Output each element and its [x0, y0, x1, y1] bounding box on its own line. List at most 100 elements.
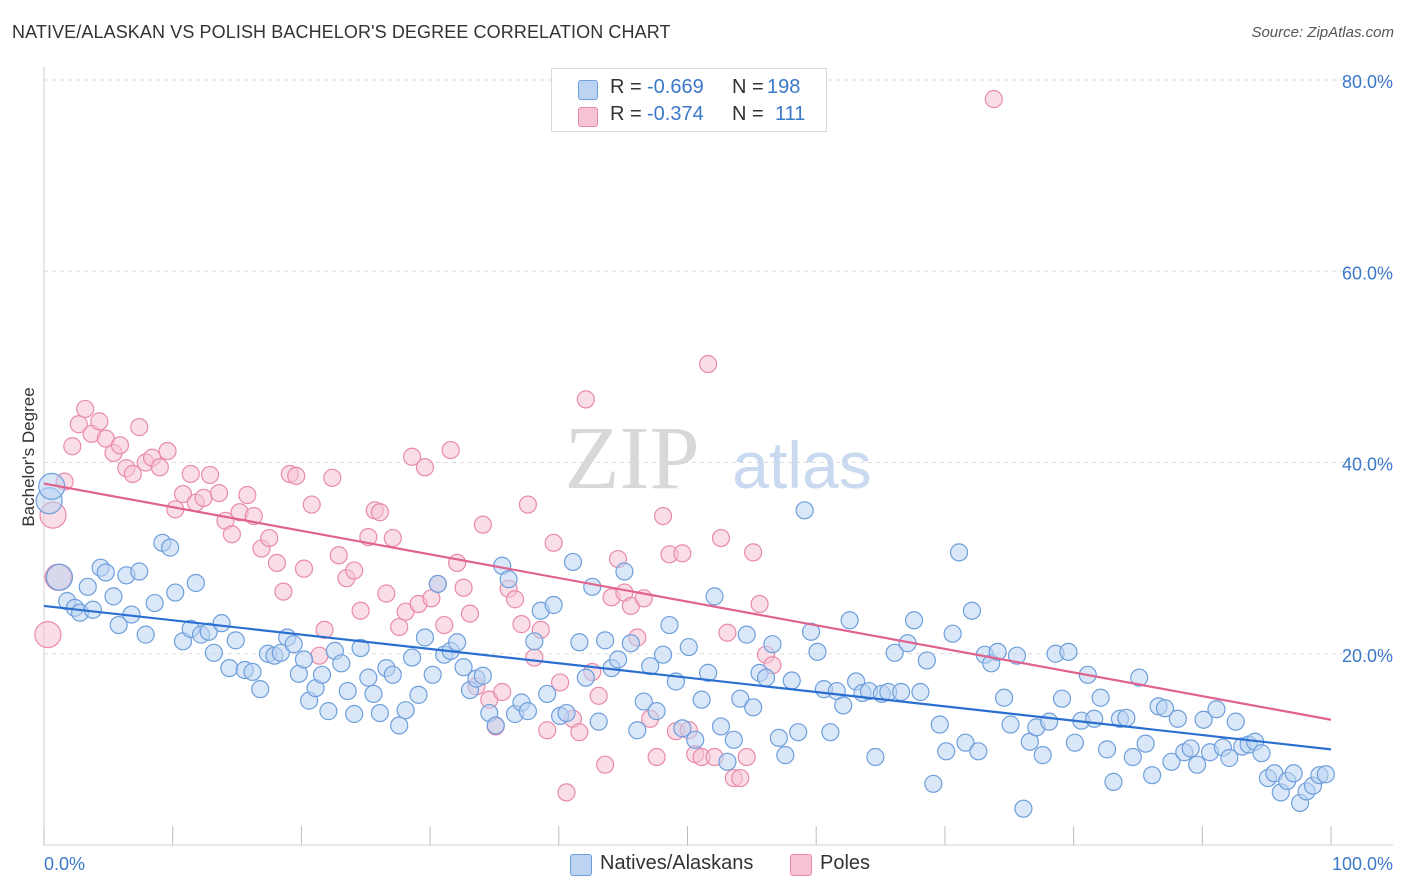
poles-point	[181, 464, 200, 484]
natives-point	[166, 583, 185, 602]
natives-point	[518, 702, 538, 721]
natives-point	[763, 635, 782, 654]
natives-point	[917, 651, 936, 670]
natives-point	[345, 704, 364, 724]
natives-point	[409, 685, 428, 704]
poles-point	[69, 415, 88, 434]
natives-point	[1007, 646, 1027, 665]
natives-point	[1226, 712, 1245, 731]
poles-point	[260, 528, 279, 548]
y-tick-label: 80.0%	[1342, 72, 1393, 92]
legend-swatch-poles	[578, 107, 598, 127]
legend-r-label: R =	[610, 103, 642, 125]
natives-point	[1168, 709, 1187, 728]
legend-r-label: R =	[610, 76, 642, 98]
poles-point	[130, 418, 149, 437]
poles-point	[454, 578, 473, 597]
natives-point	[145, 593, 164, 613]
y-tick-label: 20.0%	[1342, 646, 1393, 666]
poles-point	[441, 440, 460, 460]
x-tick-label-min: 0.0%	[44, 854, 85, 874]
natives-point	[364, 684, 383, 704]
poles-point	[711, 528, 731, 548]
natives-point	[634, 692, 653, 711]
natives-point	[653, 645, 673, 664]
natives-point	[1181, 739, 1200, 758]
natives-point	[271, 643, 290, 662]
natives-point	[544, 595, 563, 615]
poles-point	[267, 553, 287, 573]
natives-points	[35, 472, 1335, 818]
natives-point	[1014, 799, 1033, 818]
natives-point	[226, 631, 245, 650]
chart-source: Source: ZipAtlas.com	[1251, 24, 1394, 41]
natives-point	[1123, 747, 1142, 767]
bottom-legend-swatch-natives	[570, 854, 592, 876]
natives-point	[596, 631, 615, 650]
natives-point	[698, 663, 718, 682]
natives-point	[557, 703, 576, 723]
natives-point	[136, 625, 155, 644]
natives-point	[312, 665, 332, 684]
natives-point	[1155, 699, 1175, 718]
bottom-legend-swatch-poles	[790, 854, 812, 876]
bottom-legend-label-poles: Poles	[820, 852, 871, 874]
natives-point	[161, 538, 180, 557]
natives-point	[988, 642, 1007, 661]
poles-point	[473, 515, 492, 534]
natives-point	[1220, 748, 1239, 768]
legend-swatch-natives	[578, 80, 598, 100]
poles-point	[370, 503, 390, 522]
bottom-legend-label-natives: Natives/Alaskans	[600, 852, 754, 874]
legend-r-value: -0.374	[647, 103, 704, 125]
natives-point	[332, 654, 351, 673]
natives-point	[402, 648, 422, 667]
natives-point	[473, 666, 492, 685]
natives-point	[1130, 668, 1149, 687]
legend-r-value: -0.669	[647, 76, 704, 98]
correlation-legend: R = -0.669 N = 198 R = -0.374 N = 111	[551, 68, 827, 132]
natives-point	[724, 730, 743, 749]
natives-point	[1162, 752, 1181, 771]
natives-point	[204, 643, 223, 662]
natives-point	[673, 719, 692, 738]
natives-point	[212, 614, 231, 633]
natives-point	[428, 574, 447, 594]
natives-point	[538, 684, 557, 704]
gridlines	[44, 79, 1393, 655]
natives-trend-line	[43, 604, 1332, 751]
natives-point	[949, 543, 969, 562]
natives-point	[570, 633, 589, 652]
poles-point	[194, 488, 213, 507]
poles-point	[323, 468, 342, 487]
poles-point	[550, 673, 570, 692]
chart-title: NATIVE/ALASKAN VS POLISH BACHELOR'S DEGR…	[12, 22, 671, 42]
poles-point	[209, 484, 229, 503]
poles-point	[731, 768, 750, 788]
poles-point	[647, 747, 666, 767]
natives-point	[130, 562, 149, 581]
natives-point	[608, 650, 628, 669]
poles-point	[173, 484, 193, 504]
natives-point	[615, 562, 634, 581]
natives-point	[731, 689, 750, 708]
legend-n-value: 198	[767, 76, 801, 98]
natives-point	[995, 688, 1014, 707]
poles-point	[576, 390, 595, 409]
natives-point	[1097, 740, 1117, 759]
natives-point	[359, 668, 378, 687]
natives-point	[294, 650, 314, 669]
natives-point	[744, 698, 763, 717]
natives-point	[679, 637, 698, 657]
natives-point	[782, 671, 801, 690]
natives-point	[769, 728, 788, 748]
natives-point	[834, 696, 853, 715]
natives-point	[589, 712, 608, 731]
natives-point	[1207, 700, 1226, 719]
poles-point	[345, 561, 364, 580]
poles-point	[329, 546, 348, 565]
poles-point	[34, 621, 62, 649]
natives-point	[1059, 642, 1078, 661]
poles-trend-line	[43, 482, 1332, 721]
